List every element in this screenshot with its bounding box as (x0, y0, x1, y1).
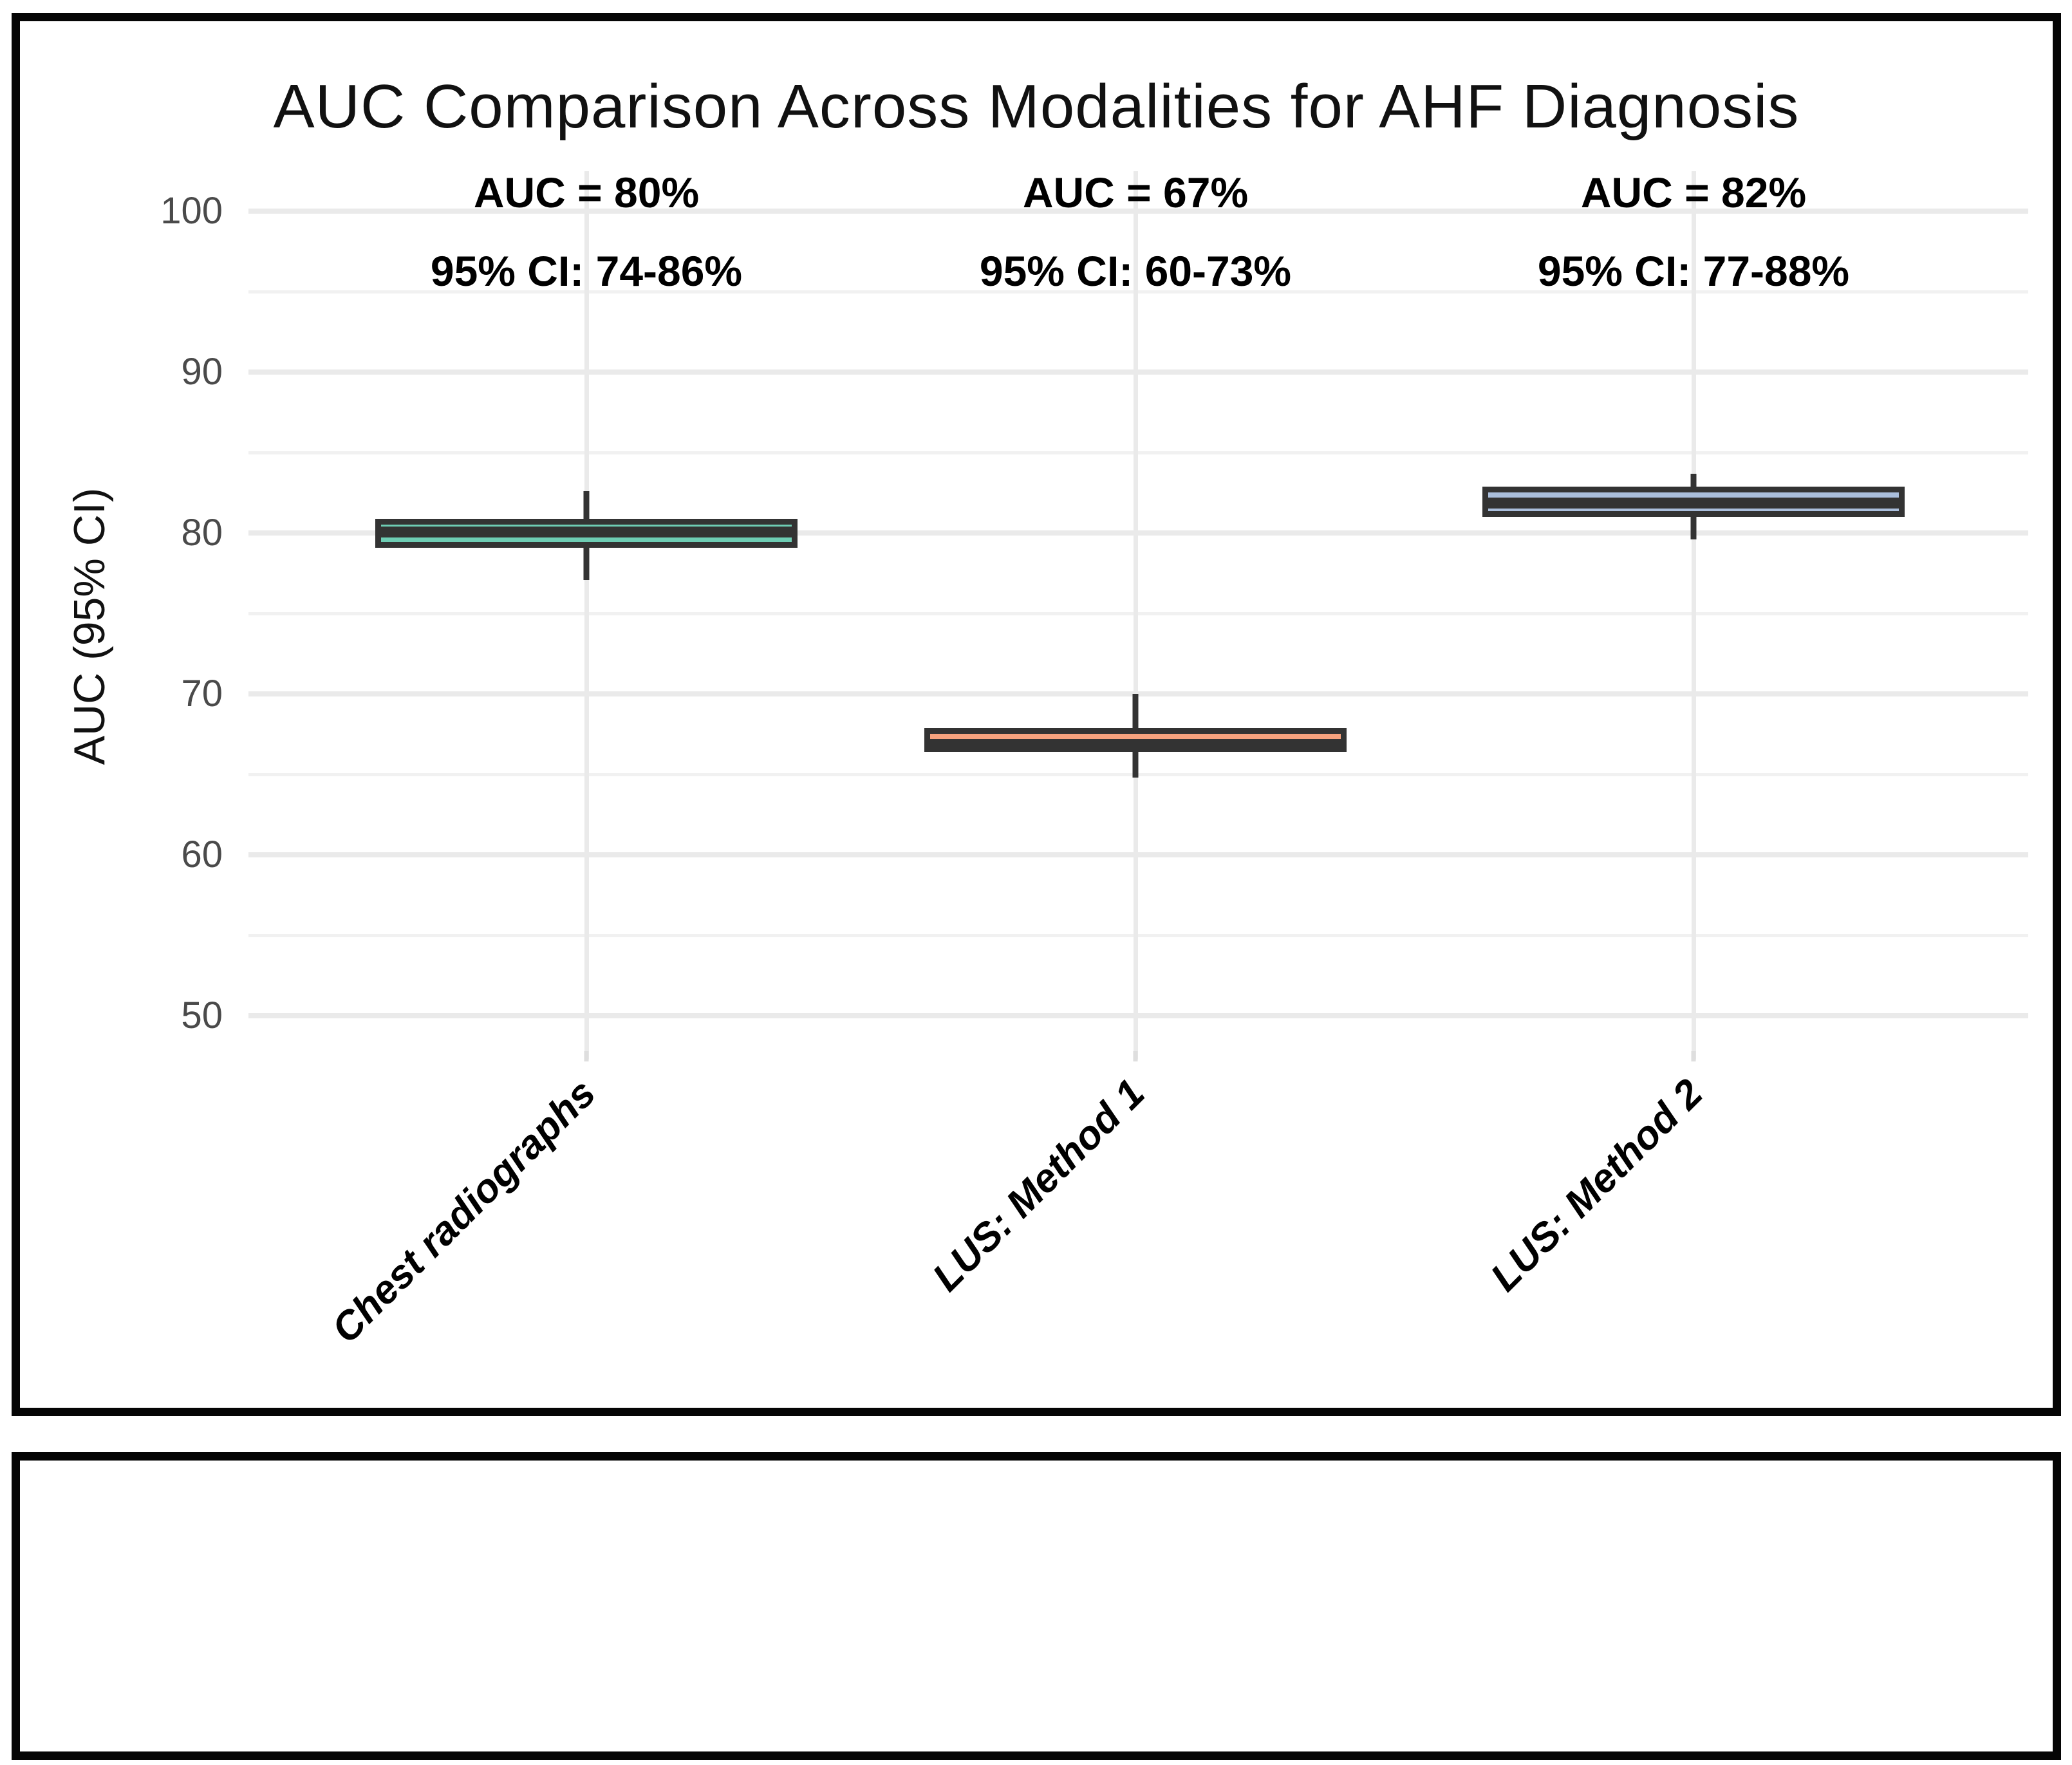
gridline-minor (248, 612, 2028, 615)
y-tick-label: 60 (181, 834, 223, 875)
x-axis-category-label: LUS: Method 1 (924, 1070, 1153, 1300)
x-axis-tick (1691, 1051, 1696, 1061)
annotation-auc: AUC = 67% (1022, 169, 1249, 216)
stats-table-panel: Diagnostic comparison Odds Ratio (95% CI… (12, 1452, 2061, 1760)
annotation-ci: 95% CI: 60-73% (979, 247, 1292, 295)
gridline-category (1134, 171, 1138, 1060)
gridline-major (248, 369, 2028, 375)
y-tick-label: 90 (181, 351, 223, 393)
x-axis-tick (584, 1051, 589, 1061)
median-line (1488, 497, 1899, 509)
gridline-major (248, 209, 2028, 214)
x-axis-category-label: Chest radiographs (323, 1070, 604, 1352)
box (375, 518, 798, 548)
gridline-major (248, 852, 2028, 857)
annotation-ci: 95% CI: 77-88% (1537, 247, 1850, 295)
gridline-minor (248, 934, 2028, 937)
x-axis-tick (1133, 1051, 1138, 1061)
gridline-major (248, 691, 2028, 696)
median-line (930, 738, 1341, 750)
x-axis-category-label: LUS: Method 2 (1482, 1070, 1712, 1300)
gridline-minor (248, 773, 2028, 776)
gridline-category (584, 171, 589, 1060)
gridline-minor (248, 451, 2028, 454)
y-tick-label: 80 (181, 512, 223, 554)
annotation-ci: 95% CI: 74-86% (430, 247, 743, 295)
gridline-major (248, 1013, 2028, 1018)
box (1482, 486, 1905, 517)
gridline-major (248, 530, 2028, 536)
gridline-minor (248, 290, 2028, 294)
y-tick-label: 100 (160, 190, 223, 232)
chart-panel: AUC Comparison Across Modalities for AHF… (12, 13, 2061, 1416)
median-line (381, 526, 792, 537)
y-tick-label: 50 (181, 995, 223, 1036)
annotation-auc: AUC = 82% (1580, 169, 1807, 216)
gridline-category (1692, 171, 1696, 1060)
chart-title: AUC Comparison Across Modalities for AHF… (273, 72, 1800, 141)
box (924, 727, 1347, 752)
annotation-auc: AUC = 80% (473, 169, 700, 216)
y-tick-label: 70 (181, 673, 223, 714)
